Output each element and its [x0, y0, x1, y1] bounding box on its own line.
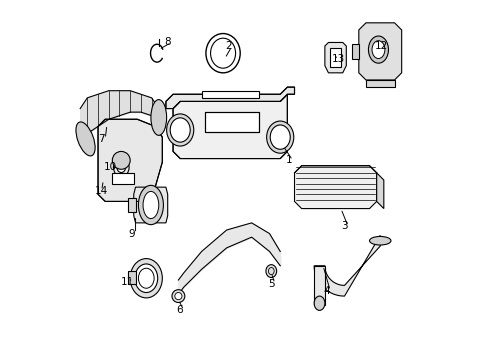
Text: 14: 14: [94, 186, 107, 196]
Text: 8: 8: [164, 37, 170, 48]
Ellipse shape: [138, 185, 163, 225]
Polygon shape: [294, 166, 376, 208]
Polygon shape: [112, 173, 134, 184]
Ellipse shape: [135, 264, 157, 293]
Ellipse shape: [76, 122, 95, 156]
Polygon shape: [98, 119, 162, 202]
Ellipse shape: [265, 265, 276, 278]
Text: 2: 2: [224, 41, 231, 51]
Polygon shape: [134, 187, 167, 223]
Polygon shape: [329, 48, 340, 67]
Polygon shape: [313, 235, 380, 296]
Circle shape: [112, 152, 130, 169]
Polygon shape: [358, 23, 401, 80]
Text: 4: 4: [323, 286, 329, 296]
Polygon shape: [173, 94, 287, 158]
Polygon shape: [313, 266, 324, 305]
Ellipse shape: [266, 121, 293, 153]
Text: 7: 7: [98, 134, 104, 144]
Ellipse shape: [369, 237, 390, 245]
Ellipse shape: [117, 162, 125, 172]
Text: 13: 13: [331, 54, 345, 64]
Polygon shape: [365, 80, 394, 87]
Text: 11: 11: [121, 277, 134, 287]
Text: 5: 5: [267, 279, 274, 289]
Polygon shape: [376, 173, 383, 208]
Ellipse shape: [270, 125, 290, 149]
Ellipse shape: [143, 192, 159, 219]
Text: 6: 6: [176, 305, 183, 315]
Ellipse shape: [313, 296, 324, 310]
Polygon shape: [324, 42, 346, 73]
Ellipse shape: [371, 41, 384, 59]
Text: 12: 12: [374, 41, 387, 51]
Polygon shape: [165, 87, 294, 109]
Ellipse shape: [166, 114, 193, 146]
Polygon shape: [128, 198, 135, 212]
Circle shape: [175, 293, 182, 300]
Polygon shape: [351, 44, 358, 59]
Ellipse shape: [151, 100, 166, 135]
Text: 10: 10: [103, 162, 116, 172]
Text: 9: 9: [128, 229, 135, 239]
Polygon shape: [201, 91, 258, 98]
Ellipse shape: [367, 36, 387, 63]
Text: 3: 3: [340, 221, 347, 231]
Ellipse shape: [130, 258, 162, 298]
Circle shape: [172, 290, 184, 302]
Polygon shape: [128, 271, 135, 284]
Text: 1: 1: [285, 156, 292, 165]
Ellipse shape: [170, 118, 190, 142]
Polygon shape: [205, 112, 258, 132]
